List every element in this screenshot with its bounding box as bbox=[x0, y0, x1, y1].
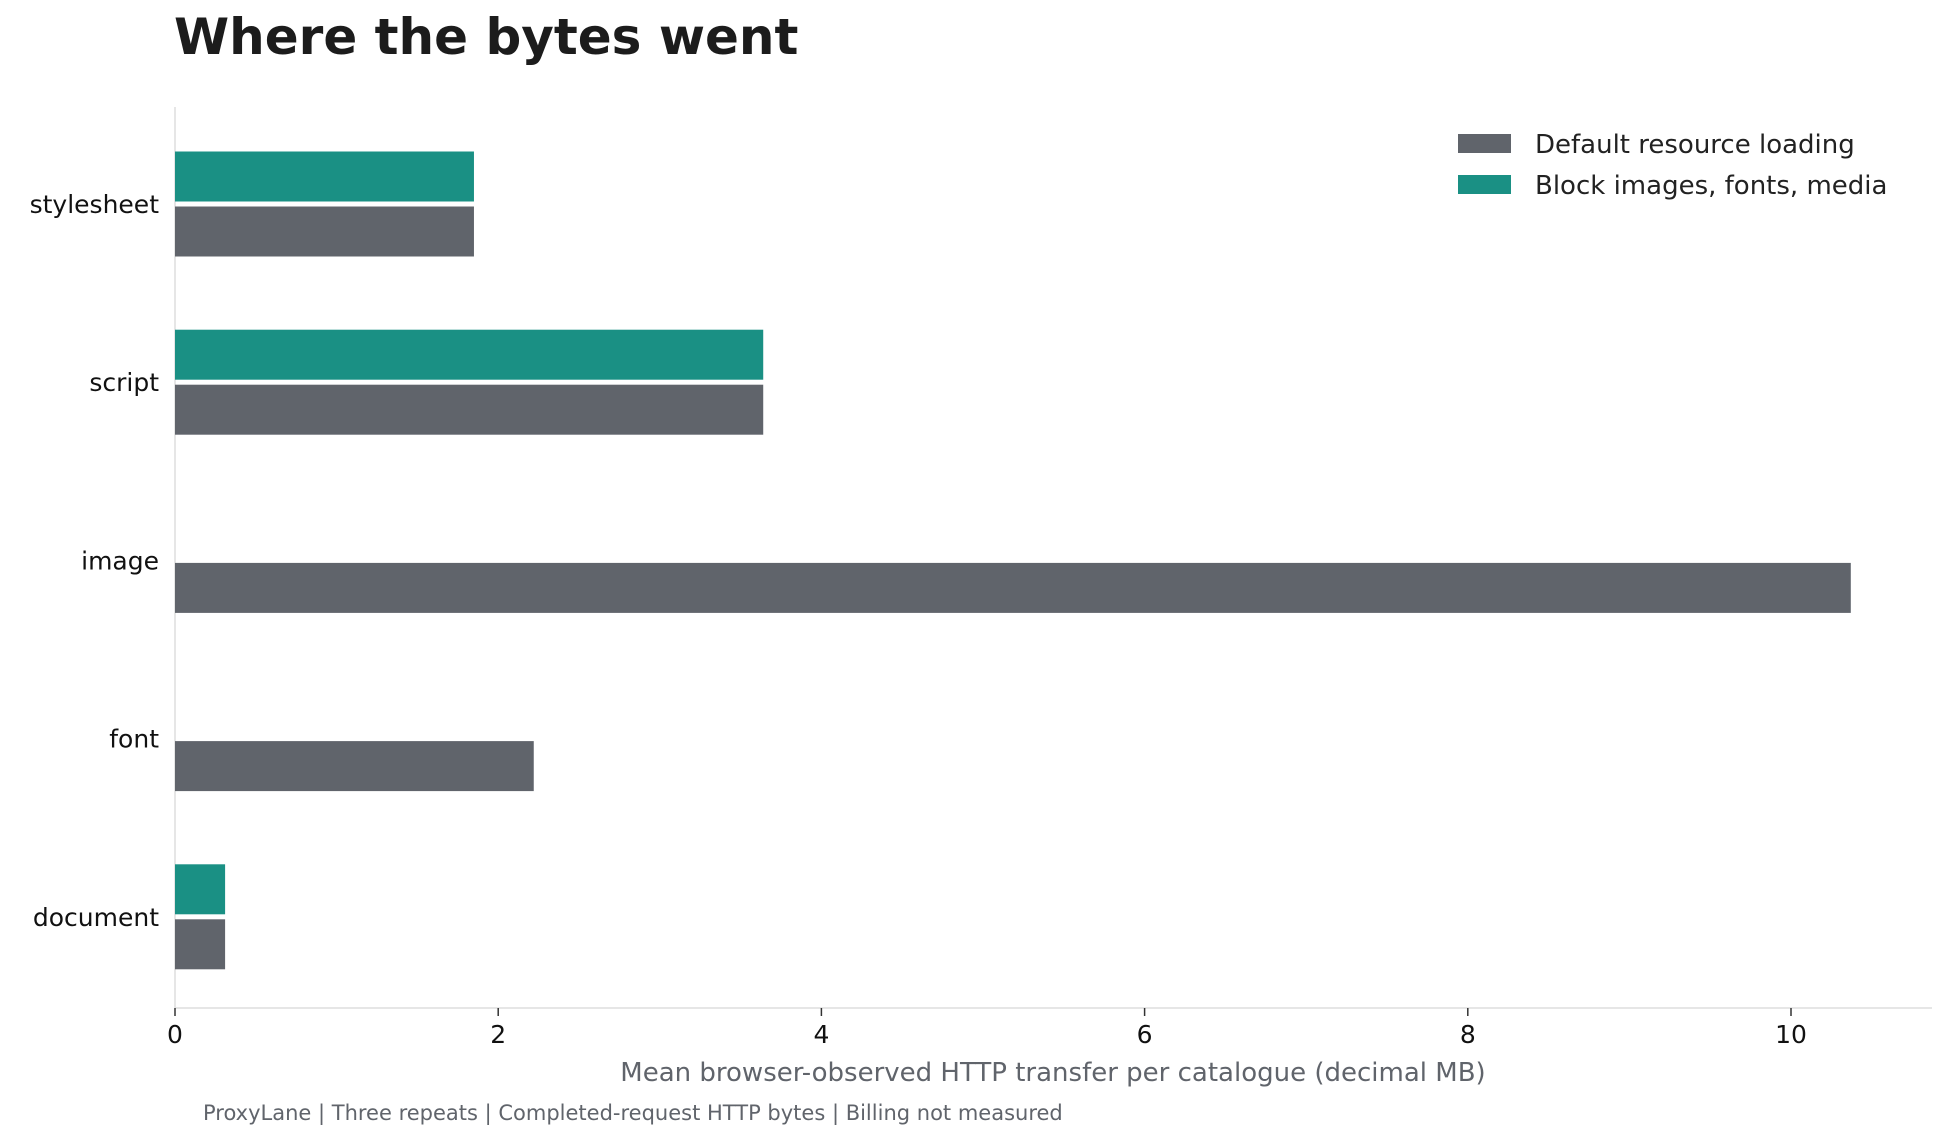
bar-default-image bbox=[175, 562, 1851, 613]
bar-default-script bbox=[175, 384, 764, 435]
x-tick-label-2: 2 bbox=[490, 1020, 506, 1049]
x-ticks: 0 2 4 6 8 10 bbox=[167, 1008, 1807, 1049]
bar-default-font bbox=[175, 741, 534, 792]
x-tick-label-4: 4 bbox=[813, 1020, 829, 1049]
y-tick-label-stylesheet: stylesheet bbox=[30, 190, 160, 219]
y-tick-labels: stylesheet script image font document bbox=[30, 190, 160, 932]
y-tick-label-script: script bbox=[89, 368, 159, 397]
footer-note: ProxyLane | Three repeats | Completed-re… bbox=[203, 1101, 1063, 1126]
x-tick-label-0: 0 bbox=[167, 1020, 183, 1049]
bar-default-stylesheet bbox=[175, 206, 474, 257]
x-axis-label: Mean browser-observed HTTP transfer per … bbox=[620, 1058, 1485, 1088]
bar-default-document bbox=[175, 919, 226, 970]
y-tick-label-image: image bbox=[81, 546, 159, 575]
y-tick-label-font: font bbox=[109, 725, 159, 754]
bar-block-stylesheet bbox=[175, 151, 474, 202]
legend-swatch-default-resource-loading bbox=[1458, 134, 1511, 153]
legend-label-block-images-fonts-media: Block images, fonts, media bbox=[1535, 171, 1887, 201]
legend: Default resource loading Block images, fo… bbox=[1458, 130, 1887, 201]
bar-block-document bbox=[175, 864, 226, 915]
bars-group bbox=[175, 151, 1851, 970]
chart-title: Where the bytes went bbox=[174, 8, 798, 66]
legend-swatch-block-images-fonts-media bbox=[1458, 175, 1511, 194]
x-tick-label-8: 8 bbox=[1460, 1020, 1476, 1049]
x-tick-label-6: 6 bbox=[1137, 1020, 1153, 1049]
y-tick-label-document: document bbox=[33, 903, 159, 932]
legend-label-default-resource-loading: Default resource loading bbox=[1535, 130, 1855, 160]
x-tick-label-10: 10 bbox=[1775, 1020, 1807, 1049]
bar-block-script bbox=[175, 329, 764, 380]
